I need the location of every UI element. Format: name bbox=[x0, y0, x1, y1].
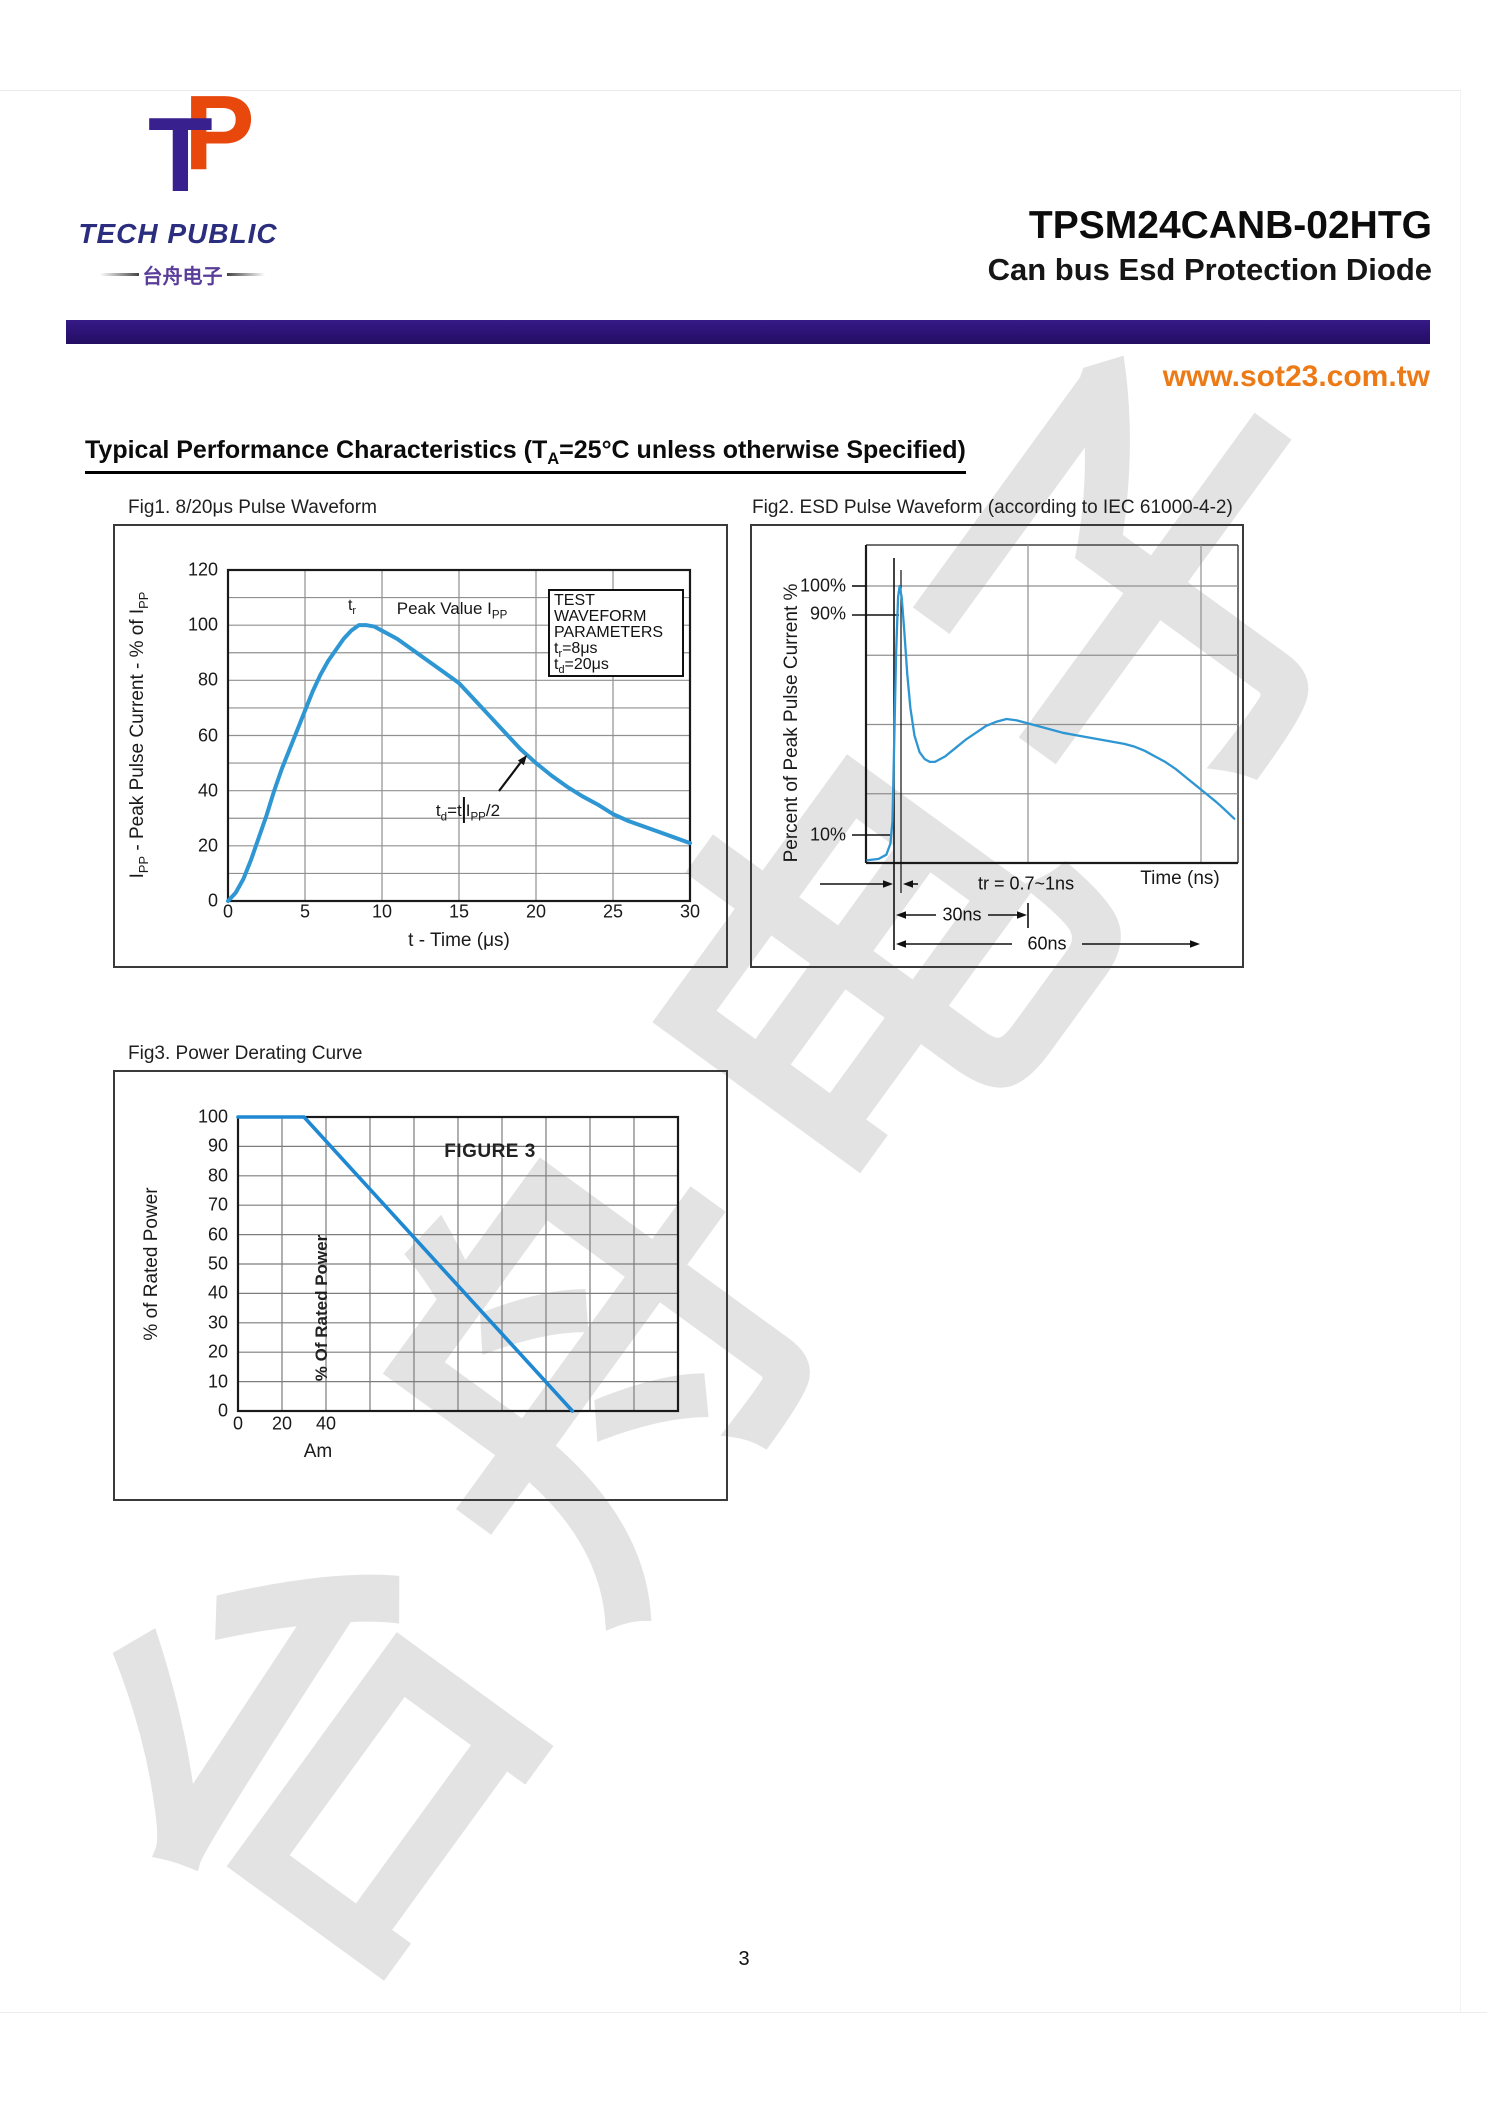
fig1-y-tick-label: 120 bbox=[187, 559, 218, 580]
product-subtitle: Can bus Esd Protection Diode bbox=[987, 252, 1432, 287]
fig1-title: Fig1. 8/20μs Pulse Waveform bbox=[128, 497, 377, 518]
fig1-x-axis-label: t - Time (μs) bbox=[408, 930, 510, 951]
fig3-y-tick-label: 10 bbox=[207, 1371, 228, 1392]
logo-monogram: P T bbox=[148, 80, 268, 221]
logo-letter-t: T bbox=[148, 96, 213, 214]
fig1-y-axis-label: IPP - Peak Pulse Current - % of IPP bbox=[127, 591, 151, 879]
logo-dash-left bbox=[100, 273, 139, 276]
fig3-y-tick-label: 40 bbox=[207, 1282, 228, 1303]
fig1-y-tick-label: 60 bbox=[197, 725, 218, 745]
page-number: 3 bbox=[738, 1948, 750, 1970]
page-border-bottom bbox=[0, 2012, 1487, 2013]
test-box-line: tr=8μs bbox=[554, 640, 598, 661]
fig1-x-tick-label: 30 bbox=[679, 901, 701, 922]
logo-brand-text: TECH PUBLIC bbox=[78, 218, 278, 249]
fig2-title: Fig2. ESD Pulse Waveform (according to I… bbox=[752, 497, 1233, 518]
fig3-y-tick-label: 20 bbox=[207, 1341, 228, 1362]
test-box-line: td=20μs bbox=[554, 656, 609, 677]
fig2-y-axis-label: Percent of Peak Pulse Current % bbox=[781, 583, 802, 863]
fig2-60ns-dimension-label: 60ns bbox=[1027, 933, 1067, 954]
fig3-figure-label: FIGURE 3 bbox=[444, 1141, 536, 1162]
part-number-title: TPSM24CANB-02HTG bbox=[1028, 204, 1432, 247]
logo-chinese-row: 台舟电子 bbox=[100, 260, 265, 289]
fig3-x-tick-label: 20 bbox=[271, 1413, 293, 1434]
fig1-tr-annotation: tr bbox=[347, 597, 357, 618]
fig3-y-tick-label: 100 bbox=[197, 1106, 228, 1127]
fig3-y-tick-label: 90 bbox=[207, 1135, 228, 1156]
fig3-y-tick-label: 0 bbox=[217, 1400, 228, 1421]
website-link[interactable]: www.sot23.com.tw bbox=[1162, 360, 1430, 393]
fig3-frame bbox=[113, 1070, 728, 1501]
fig1-peak-value-annotation: Peak Value IPP bbox=[396, 599, 508, 622]
fig3-rotated-stray-label: % Of Rated Power bbox=[312, 1234, 331, 1382]
fig1-x-tick-label: 10 bbox=[371, 901, 393, 922]
fig1-td-annotation: td=t IPP/2 bbox=[436, 797, 500, 823]
fig1-y-tick-label: 0 bbox=[207, 890, 218, 911]
fig2-x-axis-label: Time (ns) bbox=[1140, 868, 1220, 889]
fig3-x-axis-caption: Am bbox=[303, 1441, 333, 1462]
test-box-line: PARAMETERS bbox=[554, 624, 664, 641]
fig2-30ns-dimension-label: 30ns bbox=[942, 904, 982, 925]
fig2-y-tick-label: 90% bbox=[809, 603, 846, 624]
fig1-frame bbox=[113, 524, 728, 968]
logo-chinese-text: 台舟电子 bbox=[142, 266, 223, 288]
fig2-y-tick-label: 10% bbox=[809, 824, 846, 845]
header-accent-bar bbox=[66, 320, 1430, 344]
test-box-line: WAVEFORM bbox=[554, 608, 647, 625]
fig3-y-tick-label: 70 bbox=[207, 1194, 228, 1215]
fig1-y-tick-label: 80 bbox=[197, 669, 218, 690]
fig1-x-tick-label: 25 bbox=[602, 901, 624, 922]
logo-dash-right bbox=[226, 273, 265, 276]
fig3-title: Fig3. Power Derating Curve bbox=[128, 1043, 363, 1064]
fig1-y-tick-label: 40 bbox=[197, 780, 218, 801]
section-title: Typical Performance Characteristics (TA=… bbox=[85, 436, 966, 474]
fig1-x-tick-label: 15 bbox=[448, 901, 470, 922]
page-border-top bbox=[0, 90, 1460, 91]
fig2-frame bbox=[750, 524, 1244, 968]
fig3-x-tick-label: 0 bbox=[232, 1413, 244, 1434]
test-box-line: TEST bbox=[554, 592, 595, 609]
fig1-x-tick-label: 5 bbox=[299, 901, 311, 922]
fig3-y-axis-label: % of Rated Power bbox=[141, 1187, 162, 1341]
fig3-y-tick-label: 50 bbox=[207, 1253, 228, 1274]
fig2-y-tick-label: 100% bbox=[799, 575, 846, 596]
logo-letter-p: P bbox=[184, 74, 255, 192]
fig1-y-tick-label: 100 bbox=[187, 614, 218, 635]
fig1-x-tick-label: 20 bbox=[525, 901, 547, 922]
fig3-y-tick-label: 80 bbox=[207, 1165, 228, 1186]
fig1-y-tick-label: 20 bbox=[197, 835, 218, 856]
fig3-y-tick-label: 60 bbox=[207, 1224, 228, 1245]
fig3-y-tick-label: 30 bbox=[207, 1312, 228, 1333]
fig1-x-tick-label: 0 bbox=[222, 901, 234, 922]
fig1-test-parameters-box: TEST WAVEFORM PARAMETERS tr=8μs td=20μs bbox=[548, 589, 684, 677]
fig3-x-tick-label: 40 bbox=[315, 1413, 337, 1434]
page-border-right bbox=[1460, 90, 1461, 2012]
fig2-tr-dimension-label: tr = 0.7~1ns bbox=[978, 873, 1075, 894]
